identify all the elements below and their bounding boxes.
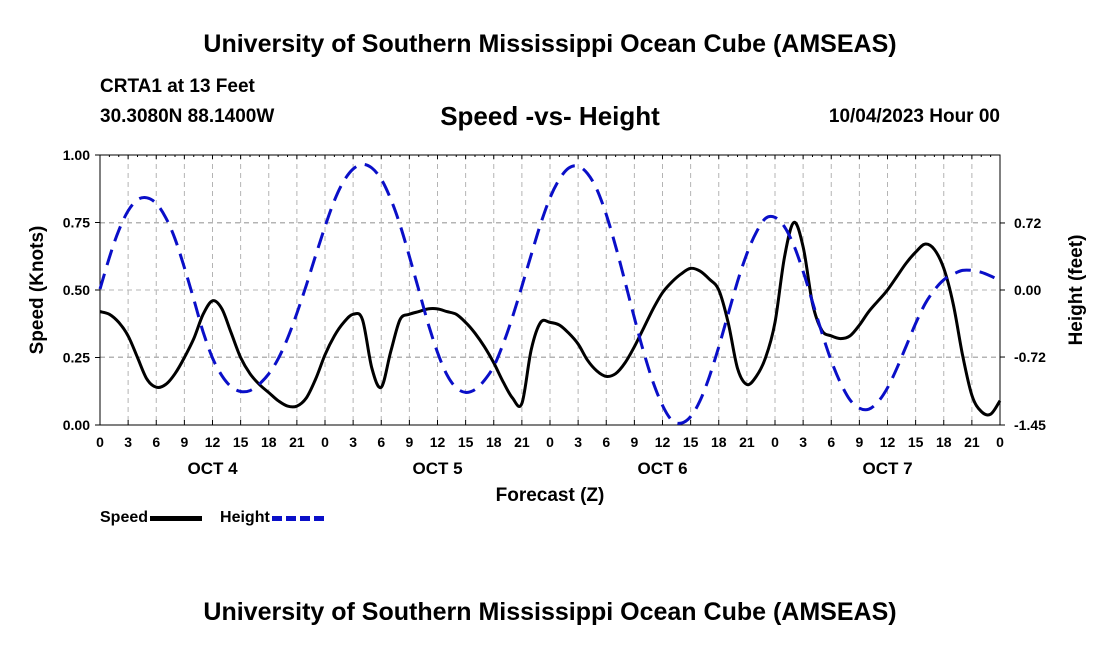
day-label: OCT 7 <box>862 459 912 478</box>
chart-title: Speed -vs- Height <box>440 101 660 131</box>
x-tick-label: 3 <box>574 434 582 450</box>
y-right-tick-label: -1.45 <box>1014 417 1046 433</box>
y-right-tick-label: 0.72 <box>1014 215 1041 231</box>
x-tick-label: 0 <box>321 434 329 450</box>
x-tick-label: 12 <box>880 434 896 450</box>
x-tick-label: 0 <box>546 434 554 450</box>
y-left-tick-label: 0.00 <box>63 417 90 433</box>
x-tick-label: 6 <box>827 434 835 450</box>
x-tick-label: 21 <box>289 434 305 450</box>
x-tick-label: 18 <box>711 434 727 450</box>
day-label: OCT 4 <box>187 459 238 478</box>
speed-series-line <box>99 220 1002 417</box>
x-tick-label: 0 <box>96 434 104 450</box>
x-tick-label: 21 <box>514 434 530 450</box>
x-tick-label: 3 <box>124 434 132 450</box>
legend: Speed Height <box>100 509 342 527</box>
x-tick-label: 18 <box>486 434 502 450</box>
x-tick-label: 6 <box>377 434 385 450</box>
x-tick-label: 3 <box>799 434 807 450</box>
legend-speed-label: Speed <box>100 509 149 526</box>
x-tick-label: 15 <box>458 434 474 450</box>
x-tick-label: 0 <box>996 434 1004 450</box>
y-left-tick-label: 0.25 <box>63 350 90 366</box>
y-right-tick-label: 0.00 <box>1014 282 1041 298</box>
x-tick-label: 6 <box>152 434 160 450</box>
y-left-tick-label: 0.50 <box>63 282 90 298</box>
x-tick-label: 18 <box>936 434 952 450</box>
x-tick-label: 3 <box>349 434 357 450</box>
x-tick-label: 12 <box>430 434 446 450</box>
station-coordinates: 30.3080N 88.1400W <box>100 106 275 127</box>
x-tick-label: 6 <box>602 434 610 450</box>
footer-title: University of Southern Mississippi Ocean… <box>203 598 897 626</box>
x-tick-label: 18 <box>261 434 277 450</box>
height-series-line <box>98 162 1001 425</box>
x-axis-title: Forecast (Z) <box>496 485 605 506</box>
legend-height-label: Height <box>220 509 270 526</box>
legend-speed-swatch <box>150 515 203 521</box>
y-left-tick-label: 1.00 <box>63 147 90 163</box>
y-left-axis-title: Speed (Knots) <box>27 226 48 355</box>
forecast-datetime: 10/04/2023 Hour 00 <box>828 106 1000 127</box>
x-tick-label: 9 <box>180 434 188 450</box>
x-tick-label: 21 <box>964 434 980 450</box>
x-tick-label: 21 <box>739 434 755 450</box>
x-tick-label: 9 <box>855 434 863 450</box>
x-tick-label: 15 <box>908 434 924 450</box>
y-right-axis-title: Height (feet) <box>1066 235 1087 346</box>
speed-height-chart: 0 3 6 9 12 15 18 21 0 3 6 9 12 15 18 21 0 3 6 9 12 15 18 21 0 3 6 9… <box>27 147 1087 506</box>
y-right-tick-label: -0.72 <box>1014 349 1046 365</box>
x-tick-label: 15 <box>233 434 249 450</box>
x-tick-label: 9 <box>405 434 413 450</box>
y-left-tick-label: 0.75 <box>63 215 90 231</box>
x-tick-label: 12 <box>655 434 671 450</box>
day-label: OCT 5 <box>412 459 462 478</box>
x-tick-label: 9 <box>630 434 638 450</box>
x-tick-label: 0 <box>771 434 779 450</box>
page-title: University of Southern Mississippi Ocean… <box>203 30 897 58</box>
station-label: CRTA1 at 13 Feet <box>100 76 255 97</box>
x-tick-label: 12 <box>205 434 221 450</box>
legend-height-swatch <box>271 515 324 521</box>
day-label: OCT 6 <box>637 459 687 478</box>
x-tick-label: 15 <box>683 434 699 450</box>
